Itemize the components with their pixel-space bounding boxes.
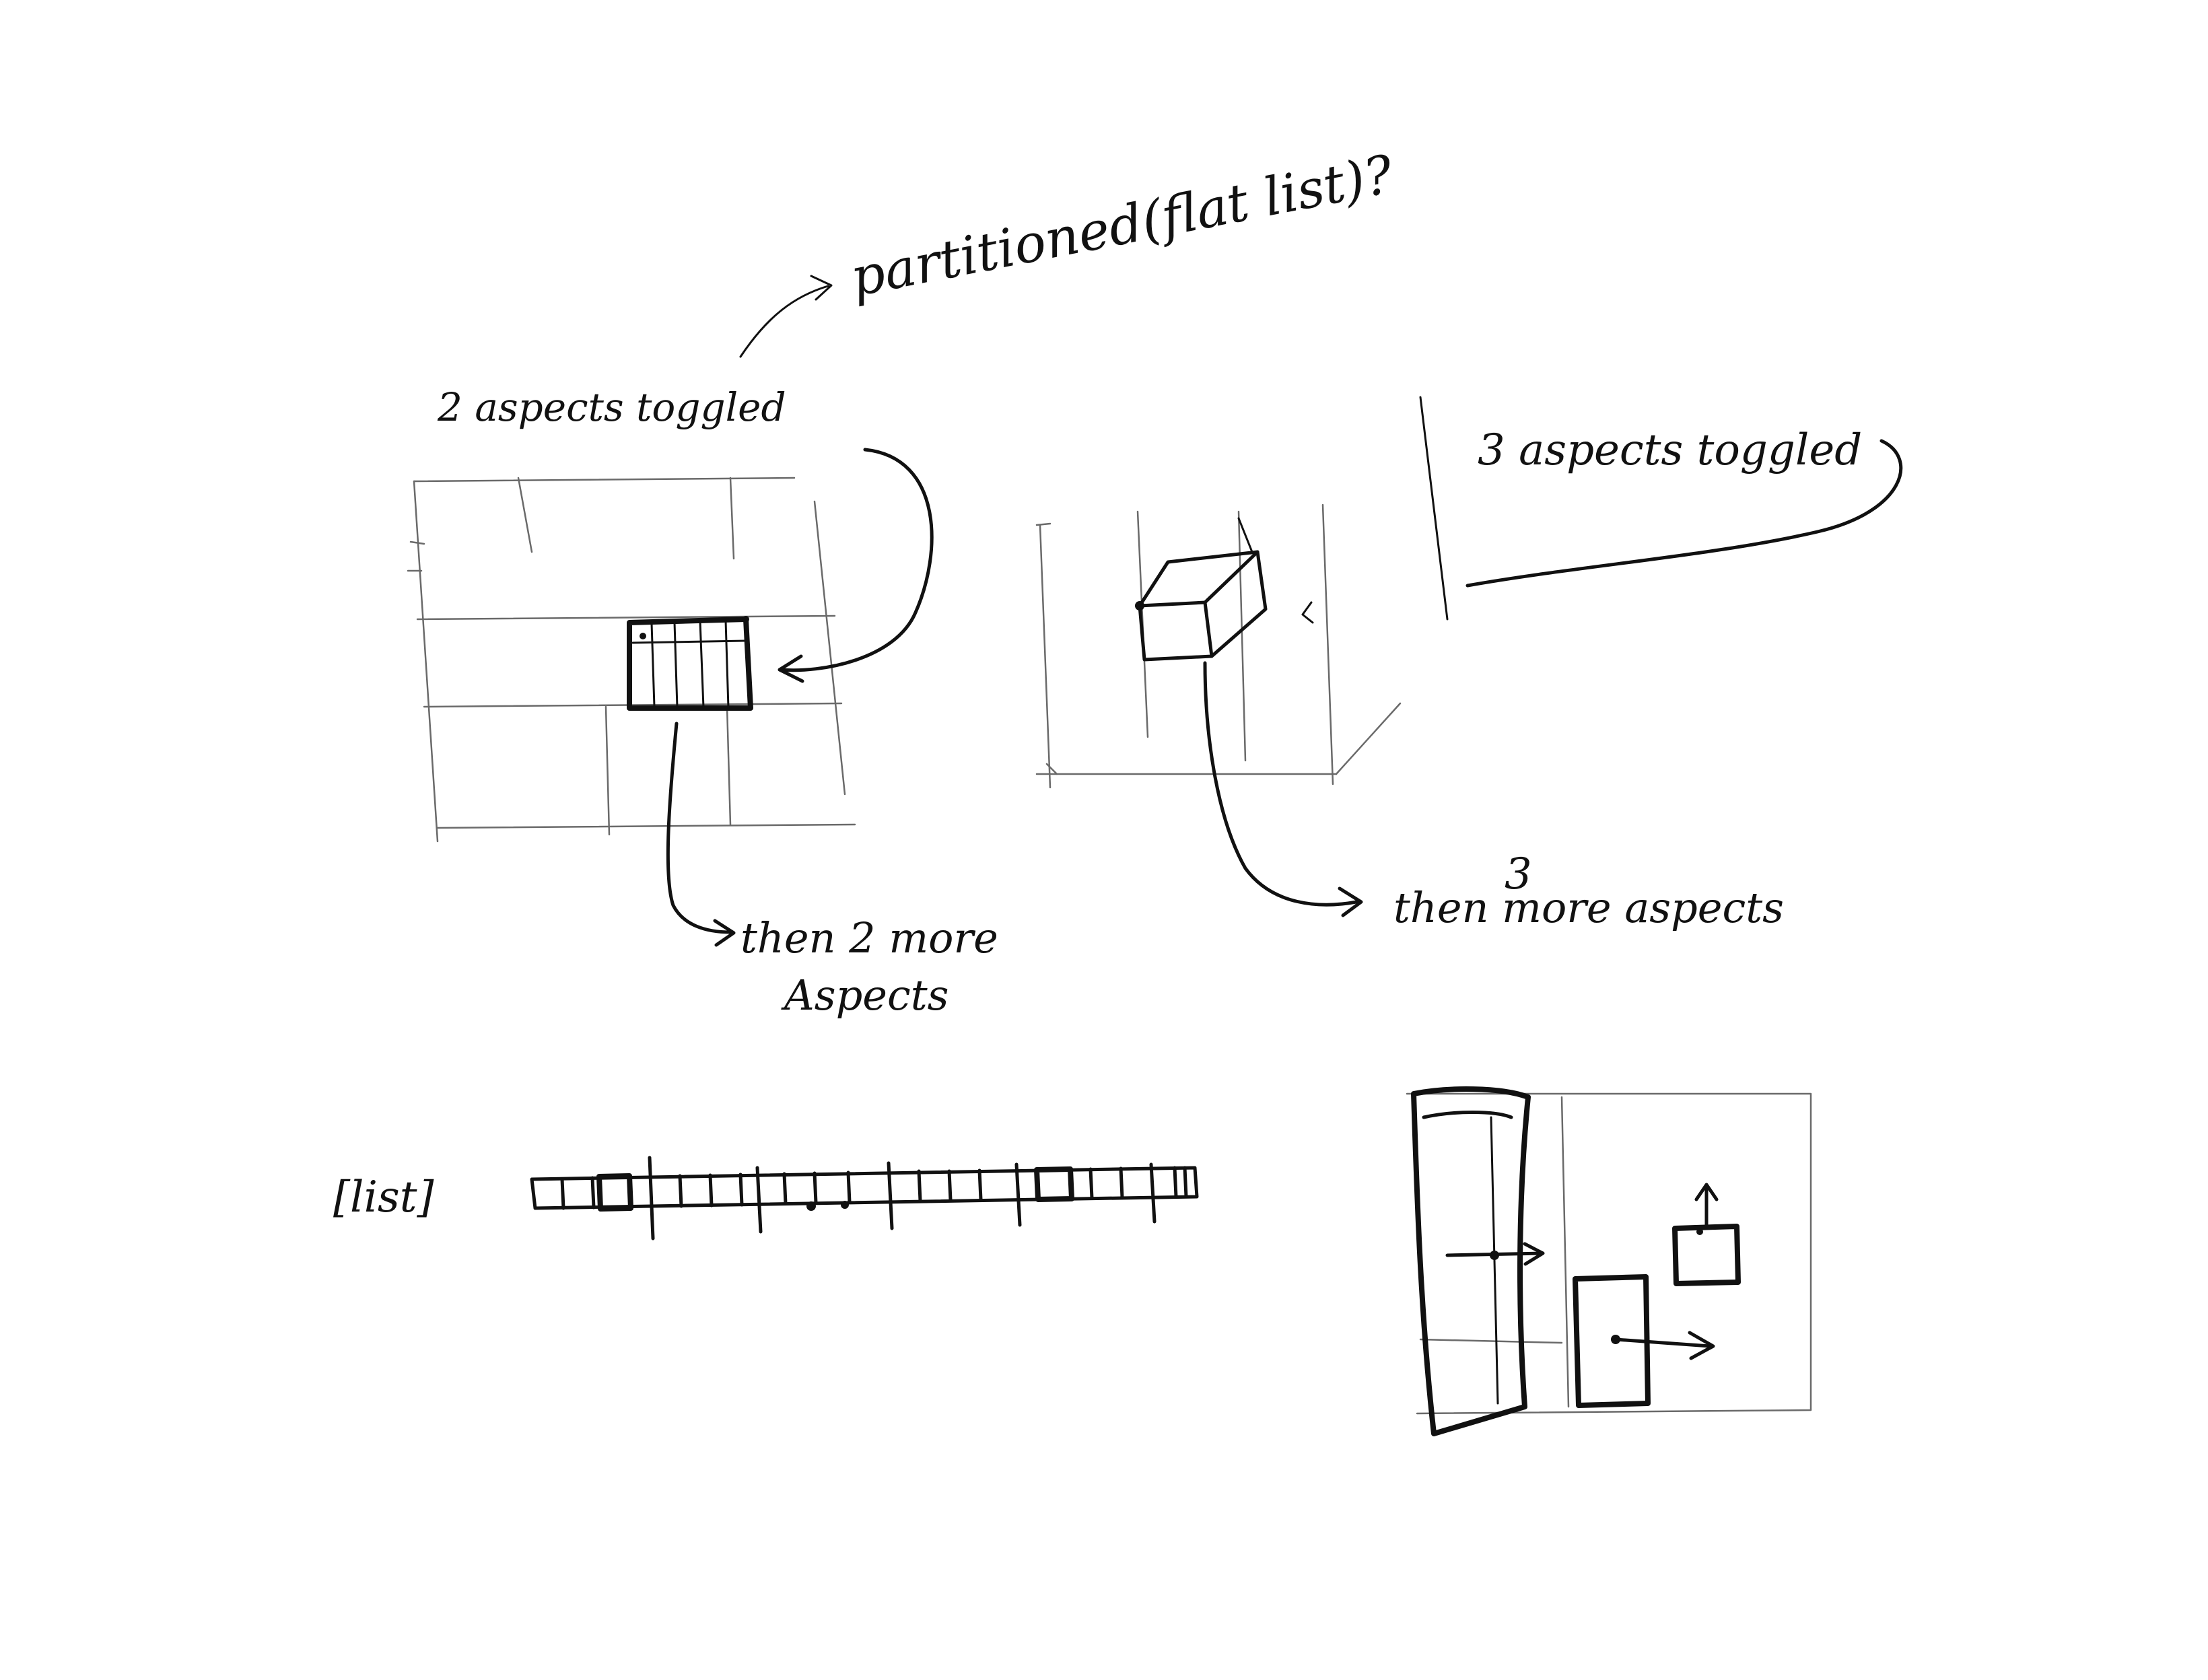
- tall-panel: [1411, 1086, 1531, 1436]
- small-box: [1672, 1224, 1741, 1286]
- flat-list-label: [list]: [333, 1172, 434, 1222]
- two-aspects-curved-arrow: [779, 448, 934, 672]
- two-aspects-arrowhead: [778, 654, 804, 683]
- two-aspects-diagram: 2 aspects toggled: [407, 384, 998, 1020]
- two-aspects-label: 2 aspects toggled: [437, 384, 786, 430]
- partitioned-arrowhead: [810, 275, 833, 301]
- partitioned-arrow: [739, 285, 829, 358]
- then-more-aspects-label: then more aspects: [1393, 883, 1784, 932]
- flat-list-strip: [530, 1166, 1199, 1210]
- three-aspects-grid: [1035, 503, 1402, 789]
- two-more-arrowhead: [713, 919, 736, 947]
- middle-box: [1573, 1274, 1651, 1408]
- layout-sketch-diagram: [1406, 1086, 1812, 1436]
- then-two-more-label: then 2 more: [740, 913, 998, 963]
- aspects-label: Aspects: [781, 971, 948, 1020]
- two-aspects-grid: [407, 477, 856, 843]
- flat-list-cells: [560, 1156, 1188, 1240]
- three-aspects-divider: [1419, 396, 1449, 621]
- partitioned-label: partitioned(flat list)?: [846, 144, 1399, 309]
- three-numeral: 3: [1505, 849, 1532, 899]
- three-aspects-curved-arrow: [1465, 439, 1903, 588]
- flat-list-diagram: [list]: [333, 1156, 1199, 1240]
- middle-box-arrow: [1614, 1337, 1712, 1348]
- two-aspects-selected-cell: [627, 616, 753, 711]
- three-more-arrowhead: [1338, 886, 1363, 917]
- layout-frame: [1406, 1092, 1812, 1415]
- partitioned-annotation: partitioned(flat list)?: [739, 144, 1399, 358]
- three-aspects-label: 3 aspects toggled: [1478, 425, 1862, 475]
- two-more-arrow: [666, 722, 732, 934]
- three-aspects-selected-cube: [1135, 517, 1314, 662]
- three-aspects-diagram: 3 aspects toggled 3 then more aspec: [1035, 396, 1903, 932]
- panel-drag-arrow: [1445, 1251, 1544, 1257]
- three-more-arrow: [1203, 661, 1358, 907]
